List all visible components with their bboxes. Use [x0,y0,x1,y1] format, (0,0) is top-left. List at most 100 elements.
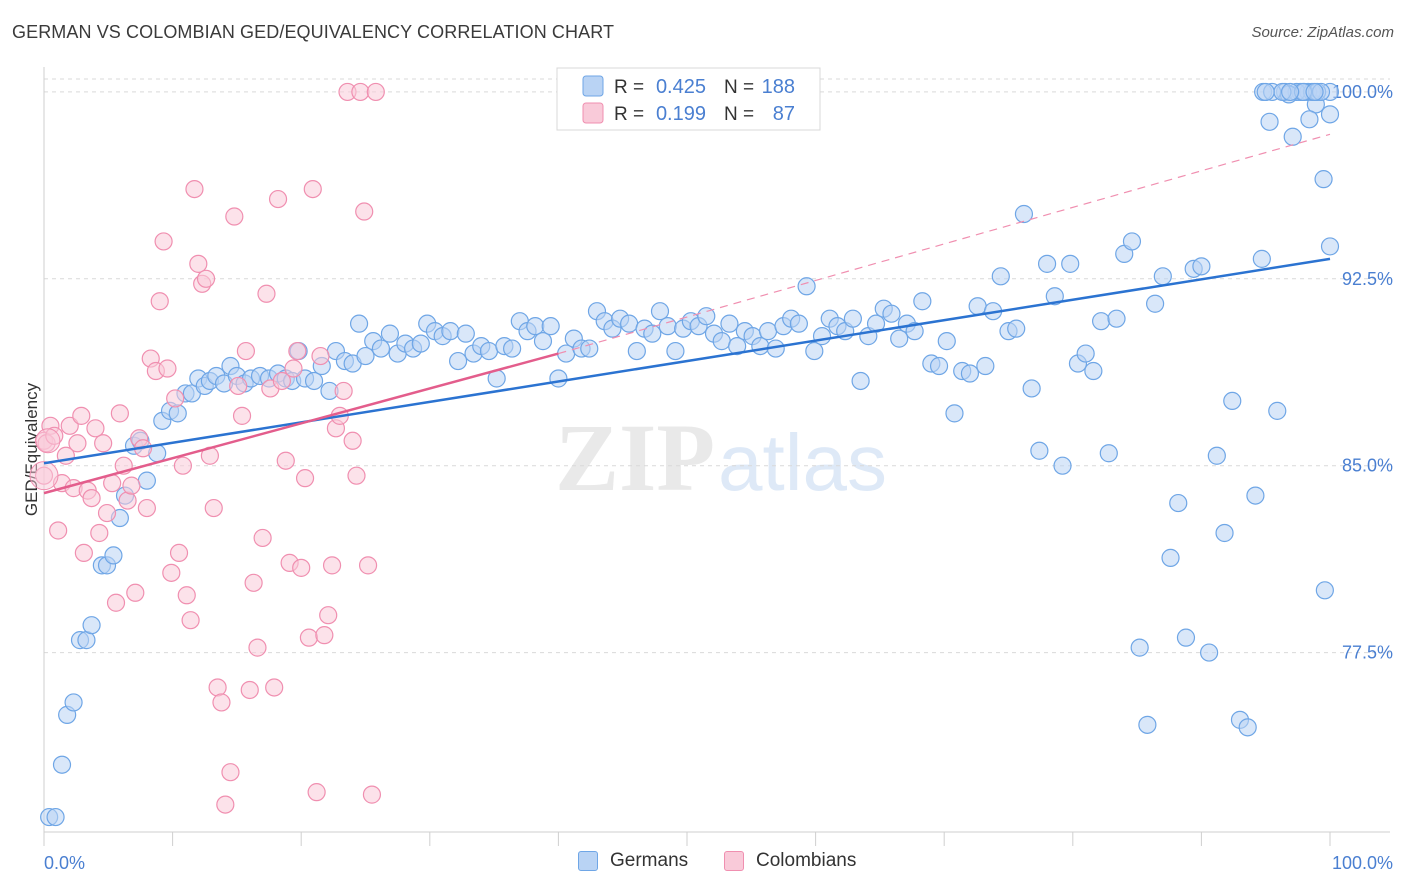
german-point[interactable] [1107,309,1126,328]
german-point[interactable] [620,314,639,333]
colombian-point[interactable] [82,488,101,508]
colombian-point[interactable] [221,763,240,782]
colombian-point[interactable] [185,180,204,199]
colombian-point[interactable] [253,528,272,548]
colombian-point[interactable] [272,371,292,391]
colombian-point[interactable] [303,180,322,199]
german-point[interactable] [1138,715,1157,734]
colombian-point[interactable] [358,556,378,575]
colombian-point[interactable] [288,341,307,361]
german-point[interactable] [1176,628,1196,647]
german-point[interactable] [1246,486,1265,505]
colombian-point[interactable] [181,611,200,630]
german-point[interactable] [1305,82,1324,102]
german-point[interactable] [882,304,901,323]
german-point[interactable] [1053,456,1072,475]
colombian-point[interactable] [118,491,137,510]
colombian-point-cluster[interactable] [35,428,61,454]
german-point[interactable] [304,371,324,391]
german-point[interactable] [937,332,956,351]
colombian-point[interactable] [276,451,295,470]
german-point[interactable] [1223,391,1242,411]
colombian-point[interactable] [110,404,129,423]
german-point[interactable] [580,339,599,358]
german-point[interactable] [929,356,949,376]
german-point[interactable] [843,309,862,328]
german-point[interactable] [479,341,499,361]
colombian-point[interactable] [257,284,276,303]
german-point[interactable] [1161,548,1180,567]
german-point[interactable] [1200,643,1219,662]
german-point[interactable] [1030,441,1049,460]
german-point[interactable] [1207,446,1226,465]
colombian-point[interactable] [322,556,342,575]
german-point[interactable] [720,314,739,333]
german-point[interactable] [812,327,832,346]
colombian-point[interactable] [355,202,374,221]
colombian-point[interactable] [49,521,68,540]
german-point[interactable] [1007,319,1026,338]
colombian-point[interactable] [229,376,248,396]
colombian-point[interactable] [244,573,263,592]
german-point[interactable] [1084,361,1103,381]
colombian-point[interactable] [315,626,334,645]
german-point[interactable] [64,693,83,712]
colombian-point[interactable] [268,189,288,209]
colombian-point[interactable] [106,593,126,612]
german-point[interactable] [411,334,430,353]
german-point[interactable] [533,332,553,351]
colombian-point[interactable] [169,543,189,563]
german-point[interactable] [1146,294,1165,313]
legend-item-colombians[interactable]: Colombians [724,850,856,872]
german-point[interactable] [356,346,375,366]
german-point[interactable] [1091,312,1111,331]
german-point[interactable] [945,404,964,423]
german-point[interactable] [82,616,101,635]
colombian-point[interactable] [311,346,330,366]
german-point[interactable] [1045,287,1064,306]
german-point[interactable] [789,314,808,333]
colombian-point[interactable] [212,693,231,712]
german-point[interactable] [1215,523,1234,543]
german-point[interactable] [441,322,460,341]
german-point[interactable] [380,324,400,343]
colombian-point[interactable] [97,503,117,523]
colombian-point[interactable] [150,292,169,311]
colombian-point[interactable] [166,389,185,408]
german-point[interactable] [549,369,568,388]
german-point[interactable] [1256,82,1275,102]
german-point[interactable] [1260,112,1279,131]
german-point[interactable] [526,317,545,336]
german-point[interactable] [1315,581,1334,600]
german-point[interactable] [712,332,731,351]
colombian-point[interactable] [137,498,156,518]
german-point[interactable] [805,341,824,361]
german-point[interactable] [168,404,187,423]
german-point[interactable] [456,324,475,343]
colombian-point[interactable] [343,431,362,450]
german-point[interactable] [650,302,670,321]
german-point[interactable] [1153,267,1172,286]
german-point[interactable] [913,292,932,311]
colombian-point[interactable] [72,406,91,425]
colombian-point[interactable] [232,406,252,425]
german-point[interactable] [1314,170,1333,189]
colombian-point[interactable] [307,783,326,802]
colombian-point[interactable] [347,466,366,485]
colombian-point[interactable] [248,638,267,657]
colombian-point[interactable] [122,476,141,495]
colombian-point[interactable] [284,359,303,378]
german-point[interactable] [905,322,924,341]
colombian-point[interactable] [216,795,235,814]
german-point[interactable] [52,755,72,774]
german-point[interactable] [643,324,662,343]
german-point[interactable] [1130,638,1149,657]
german-point[interactable] [991,267,1010,286]
colombian-point[interactable] [177,586,196,605]
colombian-point[interactable] [208,678,227,697]
german-point[interactable] [697,307,716,326]
german-point[interactable] [448,351,468,371]
german-point[interactable] [1037,254,1057,273]
german-point[interactable] [1252,249,1271,268]
german-point[interactable] [751,336,770,356]
